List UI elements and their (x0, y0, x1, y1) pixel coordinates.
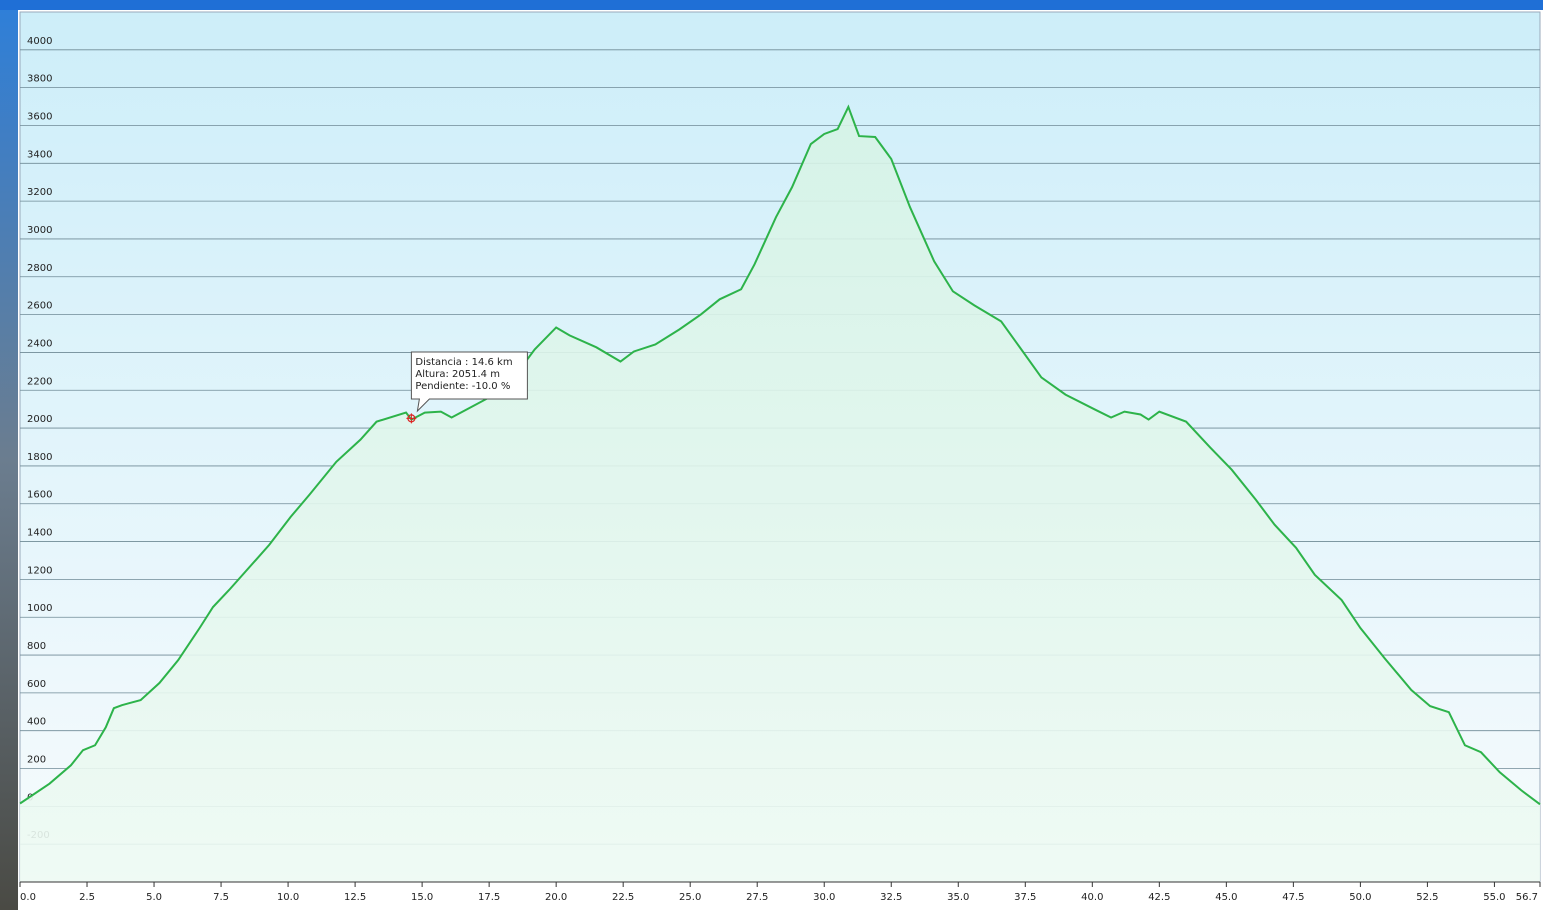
y-tick-label: 2800 (27, 263, 52, 274)
tooltip-line: Altura: 2051.4 m (415, 369, 500, 380)
x-tick-label: 15.0 (411, 892, 433, 903)
y-tick-label: 200 (27, 755, 46, 766)
x-tick-label: 27.5 (746, 892, 768, 903)
x-tick-label: 7.5 (213, 892, 229, 903)
y-tick-label: 1200 (27, 565, 52, 576)
x-tick-label: 35.0 (947, 892, 969, 903)
tooltip-line: Pendiente: -10.0 % (415, 381, 510, 392)
y-tick-label: 3800 (27, 74, 52, 85)
x-tick-label: 37.5 (1014, 892, 1036, 903)
y-tick-label: 2200 (27, 376, 52, 387)
x-tick-label: 42.5 (1148, 892, 1170, 903)
y-tick-label: 2000 (27, 414, 52, 425)
x-tick-label: 56.7 (1516, 892, 1538, 903)
x-tick-label: 55.0 (1483, 892, 1505, 903)
desktop-strip (0, 10, 18, 910)
y-tick-label: 3000 (27, 225, 52, 236)
y-tick-label: 4000 (27, 36, 52, 47)
x-tick-label: 40.0 (1081, 892, 1103, 903)
x-tick-label: 30.0 (813, 892, 835, 903)
y-tick-label: 1800 (27, 452, 52, 463)
x-tick-label: 47.5 (1282, 892, 1304, 903)
x-tick-label: 2.5 (79, 892, 95, 903)
y-tick-label: 2400 (27, 338, 52, 349)
x-tick-label: 50.0 (1349, 892, 1371, 903)
chart: -200020040060080010001200140016001800200… (0, 0, 1543, 910)
x-tick-label: 17.5 (478, 892, 500, 903)
y-tick-label: 3200 (27, 187, 52, 198)
x-tick-label: 22.5 (612, 892, 634, 903)
tooltip-line: Distancia : 14.6 km (415, 357, 512, 368)
y-tick-label: 3600 (27, 111, 52, 122)
x-tick-label: 12.5 (344, 892, 366, 903)
y-tick-label: 400 (27, 717, 46, 728)
y-tick-label: 800 (27, 641, 46, 652)
y-tick-label: 2600 (27, 301, 52, 312)
y-tick-label: 1000 (27, 603, 52, 614)
x-tick-label: 10.0 (277, 892, 299, 903)
y-tick-label: 3400 (27, 149, 52, 160)
x-tick-label: 5.0 (146, 892, 162, 903)
y-tick-label: 600 (27, 679, 46, 690)
x-tick-label: 52.5 (1416, 892, 1438, 903)
x-tick-label: 20.0 (545, 892, 567, 903)
y-tick-label: 1400 (27, 528, 52, 539)
x-tick-label: 32.5 (880, 892, 902, 903)
y-tick-label: 1600 (27, 490, 52, 501)
x-tick-label: 0.0 (20, 892, 36, 903)
page: -200020040060080010001200140016001800200… (0, 0, 1543, 910)
x-tick-label: 25.0 (679, 892, 701, 903)
x-tick-label: 45.0 (1215, 892, 1237, 903)
